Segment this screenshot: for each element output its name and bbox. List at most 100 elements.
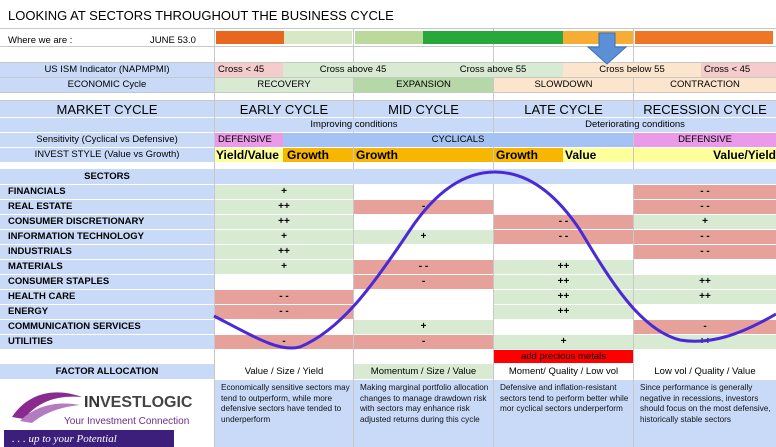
style-cell: Growth: [354, 148, 493, 162]
investlogic-logo: INVESTLOGIC Your Investment Connection .…: [4, 385, 212, 447]
sector-score-late: ++: [494, 260, 633, 274]
sector-score-mid: +: [354, 320, 493, 334]
sector-score-recession: - -: [634, 185, 776, 199]
sectors-header-fill: [215, 169, 776, 184]
sector-score-late: +: [494, 335, 633, 349]
sector-score-late: [494, 245, 633, 259]
sector-name: INDUSTRIALS: [8, 246, 72, 257]
factor-label: FACTOR ALLOCATION: [0, 364, 214, 379]
ism-cell: Cross < 45: [215, 63, 283, 77]
sector-name: HEALTH CARE: [8, 291, 76, 302]
sector-label-cell: UTILITIES: [0, 335, 214, 349]
sector-score-mid: [354, 215, 493, 229]
phase-early: EARLY CYCLE: [215, 101, 353, 117]
invest-style-label: INVEST STYLE (Value vs Growth): [0, 148, 214, 162]
precious-metals-note: add precious metals: [494, 350, 633, 363]
style-cell: Yield/Value: [215, 148, 283, 162]
sector-score-early: ++: [215, 215, 353, 229]
sector-score-early: ++: [215, 245, 353, 259]
logo-brand: INVESTLOGIC: [84, 395, 192, 411]
economic-label: ECONOMIC Cycle: [0, 78, 214, 92]
sector-score-recession: - -: [634, 245, 776, 259]
sensitivity-label: Sensitivity (Cyclical vs Defensive): [0, 133, 214, 147]
economic-cell: SLOWDOWN: [494, 78, 633, 92]
sector-score-recession: ++: [634, 275, 776, 289]
description-mid: Making marginal portfolio allocation cha…: [354, 380, 493, 447]
ism-label: US ISM Indicator (NAPMPMI): [0, 63, 214, 77]
sector-score-recession: -: [634, 320, 776, 334]
sector-score-mid: [354, 290, 493, 304]
sector-score-late: - -: [494, 230, 633, 244]
sector-score-early: +: [215, 230, 353, 244]
factor-cell: Momentum / Size / Value: [354, 364, 493, 379]
sector-label-cell: REAL ESTATE: [0, 200, 214, 214]
cycle-bar-segment: [216, 31, 284, 44]
sector-score-late: [494, 320, 633, 334]
description-recession: Since performance is generally negative …: [634, 380, 776, 447]
sector-name: UTILITIES: [8, 336, 53, 347]
style-cell: Growth: [494, 148, 563, 162]
page-title: LOOKING AT SECTORS THROUGHOUT THE BUSINE…: [8, 7, 394, 23]
sector-score-mid: [354, 305, 493, 319]
sector-label-cell: CONSUMER DISCRETIONARY: [0, 215, 214, 229]
cycle-bar-segment: [355, 31, 423, 44]
factor-cell: Moment/ Quality / Low vol: [494, 364, 633, 379]
description-early: Economically sensitive sectors may tend …: [215, 380, 353, 447]
sector-score-early: - -: [215, 305, 353, 319]
style-cell: Value: [563, 148, 633, 162]
sector-score-late: [494, 185, 633, 199]
sensitivity-cyclicals: CYCLICALS: [283, 133, 633, 147]
sector-label-cell: CONSUMER STAPLES: [0, 275, 214, 289]
sector-score-recession: ++: [634, 335, 776, 349]
sector-score-recession: - -: [634, 230, 776, 244]
sector-name: MATERIALS: [8, 261, 63, 272]
logo-slogan: . . . up to your Potential: [4, 430, 174, 447]
sector-score-recession: - -: [634, 200, 776, 214]
market-cycle-label: MARKET CYCLE: [0, 101, 214, 117]
phase-recession: RECESSION CYCLE: [634, 101, 776, 117]
sector-label-cell: FINANCIALS: [0, 185, 214, 199]
where-we-are-value: JUNE 53.0: [150, 34, 196, 46]
sector-score-recession: [634, 260, 776, 274]
sector-name: ENERGY: [8, 306, 49, 317]
sector-label-cell: MATERIALS: [0, 260, 214, 274]
sector-score-early: - -: [215, 290, 353, 304]
sector-score-late: ++: [494, 305, 633, 319]
logo-brand-left: IN: [84, 394, 100, 411]
sector-score-recession: [634, 305, 776, 319]
sector-label-cell: ENERGY: [0, 305, 214, 319]
sector-score-mid: -: [354, 200, 493, 214]
factor-cell: Low vol / Quality / Value: [634, 364, 776, 379]
sector-score-mid: - -: [354, 260, 493, 274]
deteriorating-conditions: Deteriorating conditions: [494, 118, 776, 132]
sector-label-cell: INDUSTRIALS: [0, 245, 214, 259]
sector-score-early: [215, 275, 353, 289]
sector-score-recession: ++: [634, 290, 776, 304]
sector-score-early: [215, 320, 353, 334]
ism-cell: Cross < 45: [701, 63, 776, 77]
sector-name: FINANCIALS: [8, 186, 66, 197]
where-we-are-label: Where we are :: [8, 34, 73, 46]
sector-name: INFORMATION TECHNOLOGY: [8, 231, 144, 242]
cycle-bar-segment: [284, 31, 352, 44]
factor-cell: Value / Size / Yield: [215, 364, 353, 379]
economic-cell: RECOVERY: [215, 78, 353, 92]
sensitivity-early: DEFENSIVE: [215, 133, 283, 147]
sector-name: COMMUNICATION SERVICES: [8, 321, 141, 332]
sector-score-late: ++: [494, 275, 633, 289]
logo-tagline: Your Investment Connection: [64, 416, 190, 427]
economic-cell: EXPANSION: [354, 78, 493, 92]
down-arrow-icon: [586, 32, 628, 65]
sector-score-recession: +: [634, 215, 776, 229]
style-cell: Growth: [283, 148, 353, 162]
sector-score-mid: [354, 245, 493, 259]
logo-brand-right: VESTLOGIC: [100, 394, 193, 411]
sector-score-mid: +: [354, 230, 493, 244]
phase-late: LATE CYCLE: [494, 101, 633, 117]
improving-conditions: Improving conditions: [215, 118, 493, 132]
sector-name: CONSUMER STAPLES: [8, 276, 110, 287]
sector-label-cell: HEALTH CARE: [0, 290, 214, 304]
sector-score-mid: -: [354, 335, 493, 349]
sectors-header: SECTORS: [0, 169, 214, 184]
